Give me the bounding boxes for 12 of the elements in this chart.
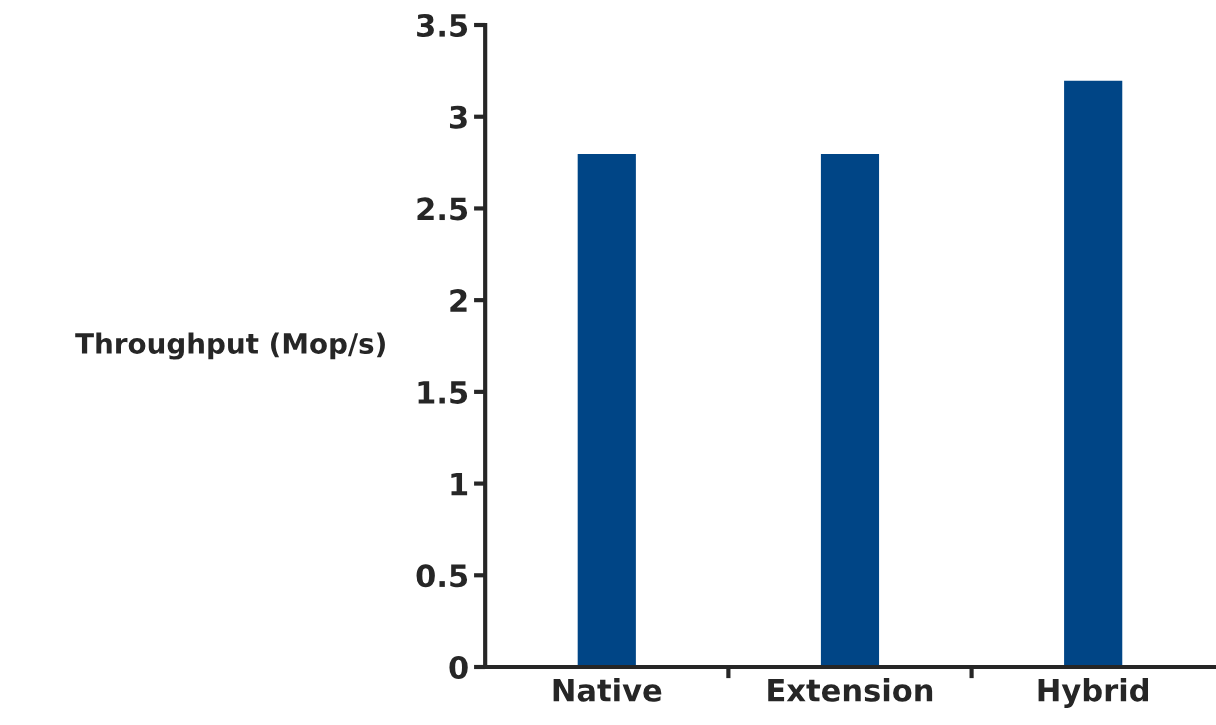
y-tick-label: 3.5: [417, 13, 468, 38]
y-tick-label: 2: [450, 289, 467, 312]
x-tick-label: Hybrid: [1038, 678, 1149, 708]
y-tick-label: 1.5: [418, 381, 468, 404]
y-tick-label: 0.5: [416, 564, 468, 588]
x-tick-label: Native: [553, 678, 662, 702]
x-tick-label: Extension: [768, 678, 933, 702]
y-axis-title: Throughput (Mop/s): [75, 332, 385, 360]
y-tick-label: 2.5: [417, 197, 468, 221]
y-tick-label: 3: [450, 105, 467, 129]
y-tick-label: 0: [449, 655, 468, 680]
y-tick-label: 1: [451, 472, 468, 496]
